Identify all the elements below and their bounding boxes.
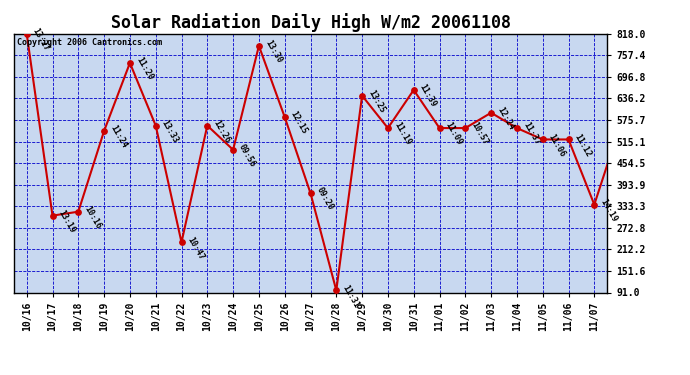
Point [434,125,445,131]
Text: 10:16: 10:16 [83,204,103,231]
Text: 13:27: 13:27 [31,27,51,52]
Text: 09:56: 09:56 [237,142,257,169]
Text: 11:39: 11:39 [418,83,438,109]
Text: 12:24: 12:24 [495,105,515,132]
Point [615,123,626,129]
Point [331,287,342,293]
Point [72,209,83,215]
Point [382,125,393,131]
Point [47,213,58,219]
Point [305,190,316,196]
Text: 11:31: 11:31 [340,283,361,309]
Text: Copyright 2006 Cantronics.com: Copyright 2006 Cantronics.com [17,38,161,46]
Text: 11:28: 11:28 [0,374,1,375]
Point [357,93,368,99]
Point [460,125,471,131]
Point [589,202,600,208]
Text: 11:12: 11:12 [573,132,593,158]
Point [228,147,239,153]
Text: 13:30: 13:30 [263,39,284,65]
Text: 11:19: 11:19 [392,121,413,147]
Point [279,114,290,120]
Text: 12:15: 12:15 [289,110,309,136]
Point [21,31,32,37]
Point [253,43,264,49]
Point [486,110,497,116]
Point [99,128,110,134]
Text: 13:19: 13:19 [57,209,77,234]
Point [563,136,574,142]
Text: 11:24: 11:24 [108,124,128,150]
Text: 12:26: 12:26 [211,118,232,144]
Text: 11:06: 11:06 [547,132,567,158]
Point [511,125,522,131]
Text: 10:57: 10:57 [469,121,490,147]
Point [124,60,135,66]
Point [408,87,420,93]
Text: 10:47: 10:47 [186,235,206,261]
Text: 09:20: 09:20 [315,186,335,212]
Text: 13:33: 13:33 [160,118,180,144]
Title: Solar Radiation Daily High W/m2 20061108: Solar Radiation Daily High W/m2 20061108 [110,13,511,32]
Text: 11:20: 11:20 [134,56,155,82]
Text: 11:37: 11:37 [521,121,542,147]
Text: 11:09: 11:09 [444,121,464,147]
Point [201,123,213,129]
Text: 14:19: 14:19 [598,197,619,223]
Text: 13:25: 13:25 [366,88,386,114]
Point [538,136,549,142]
Point [176,239,187,245]
Point [150,123,161,129]
